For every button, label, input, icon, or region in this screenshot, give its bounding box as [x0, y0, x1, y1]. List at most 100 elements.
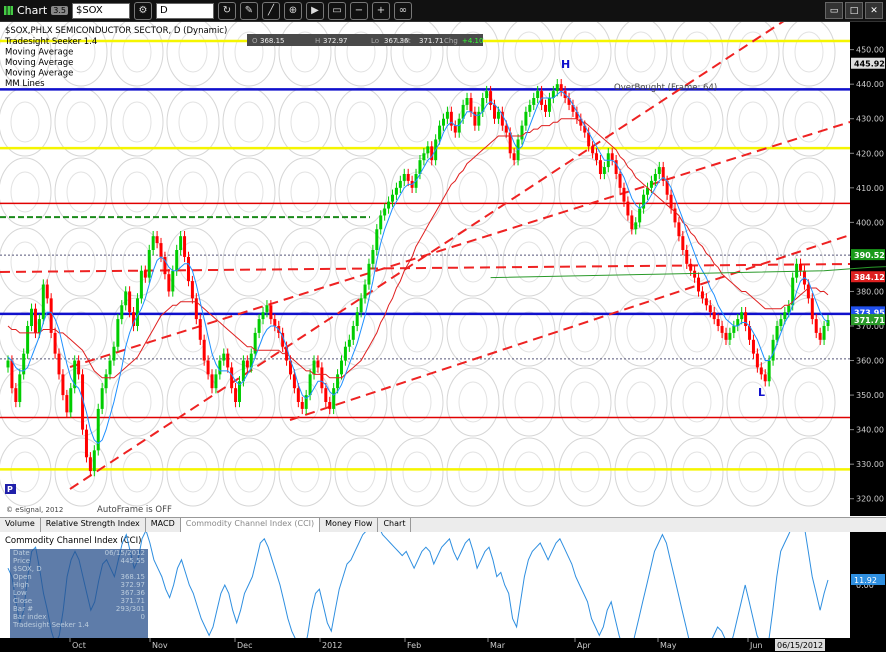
candle-body	[814, 319, 818, 333]
ohlc-value: 368.15	[260, 37, 285, 45]
pattern-ellipse	[390, 227, 444, 297]
low-label: L	[758, 386, 765, 399]
tab-money-flow[interactable]: Money Flow	[320, 518, 379, 532]
candle-body	[418, 160, 422, 174]
candle-body	[296, 388, 300, 402]
candle-body	[234, 388, 238, 402]
copyright-label: © eSignal, 2012	[6, 506, 63, 514]
price-tick-label: 320.00	[856, 495, 884, 504]
candle-body	[65, 395, 69, 413]
pattern-ellipse	[738, 451, 768, 493]
pattern-ellipse	[458, 381, 488, 423]
symbol-input[interactable]: $SOX	[71, 2, 130, 19]
candle-body	[390, 194, 394, 202]
price-tick-label: 370.00	[856, 322, 884, 331]
price-tag: 390.52	[851, 249, 885, 261]
zoom-out-icon[interactable]: −	[349, 1, 368, 20]
time-label: Jun	[749, 641, 763, 650]
play-icon[interactable]: ▶	[305, 1, 324, 20]
page-icon[interactable]: ▭	[327, 1, 346, 20]
maximize-button[interactable]: □	[845, 2, 863, 19]
candle-body	[602, 167, 606, 174]
candle-body	[614, 160, 618, 174]
pattern-ellipse	[738, 101, 768, 143]
pattern-ellipse	[794, 381, 824, 423]
price-tick-label: 430.00	[856, 115, 884, 124]
pattern-ellipse	[682, 101, 712, 143]
restore-button[interactable]: ▭	[825, 2, 843, 19]
price-tick-label: 360.00	[856, 357, 884, 366]
study-tabs: Volume Relative Strength Index MACD Comm…	[0, 517, 886, 533]
cci-value-tag	[851, 573, 885, 585]
info-row-symbol: $SOX, D	[13, 565, 42, 573]
candle-body	[18, 374, 22, 402]
pattern-ellipse	[626, 31, 656, 73]
channel-line	[0, 263, 851, 273]
candle-body	[339, 360, 343, 375]
window-title-text: Chart	[17, 4, 48, 17]
tab-volume[interactable]: Volume	[0, 518, 41, 532]
tab-macd[interactable]: MACD	[146, 518, 181, 532]
price-tag-label: 384.12	[854, 273, 885, 282]
candle-body	[430, 146, 434, 161]
pattern-ellipse	[222, 157, 276, 227]
candle-body	[826, 320, 830, 326]
toolbar: Chart 3.5 $SOX ⚙ D ↻ ✎ ╱ ⊕ ▶ ▭ − + ∞ ▭ □…	[0, 0, 886, 22]
cursor-icon[interactable]: ⊕	[283, 1, 302, 20]
draw-line-icon[interactable]: ╱	[261, 1, 280, 20]
interval-input[interactable]: D	[155, 2, 214, 19]
candle-body	[343, 346, 347, 361]
pattern-ellipse	[558, 437, 612, 507]
symbol-settings-icon[interactable]: ⚙	[133, 1, 152, 20]
candle-body	[493, 104, 497, 119]
candle-body	[363, 284, 367, 299]
pattern-ellipse	[166, 22, 220, 87]
candle-body	[649, 180, 653, 188]
candle-body	[104, 374, 108, 389]
refresh-icon[interactable]: ↻	[217, 1, 236, 20]
pattern-ellipse	[346, 171, 376, 213]
window-controls: ▭ □ ✕	[825, 2, 886, 19]
candle-body	[33, 308, 37, 333]
candle-body	[477, 111, 481, 126]
info-row-open: Open 368.15	[13, 573, 145, 581]
candle-body	[190, 281, 194, 299]
candle-body	[100, 388, 104, 409]
tab-chart[interactable]: Chart	[378, 518, 412, 532]
pattern-ellipse	[402, 451, 432, 493]
pattern-ellipse	[726, 22, 780, 87]
tab-rsi[interactable]: Relative Strength Index	[41, 518, 146, 532]
pattern-ellipse	[122, 241, 152, 283]
pattern-ellipse	[10, 381, 40, 423]
candle-body	[571, 104, 575, 112]
pattern-ellipse	[726, 157, 780, 227]
draw-pen-icon[interactable]: ✎	[239, 1, 258, 20]
link-icon[interactable]: ∞	[393, 1, 412, 20]
candle-body	[218, 360, 222, 375]
close-button[interactable]: ✕	[865, 2, 883, 19]
tab-cci[interactable]: Commodity Channel Index (CCI)	[180, 518, 321, 532]
candle-body	[379, 215, 383, 230]
candle-body	[14, 388, 18, 402]
pattern-ellipse	[670, 367, 724, 437]
candle-body	[359, 298, 363, 313]
pattern-ellipse	[402, 101, 432, 143]
pattern-ellipse	[166, 157, 220, 227]
price-chart[interactable]: 450.00 440.00 430.00 420.00 410.00 400.00 390.…	[0, 22, 886, 516]
candle-body	[544, 104, 548, 112]
price-tag-label: 371.71	[854, 316, 885, 325]
candle-body	[669, 194, 673, 209]
candle-body	[771, 339, 775, 361]
pattern-ellipse	[570, 381, 600, 423]
price-tick-label: 380.00	[856, 287, 884, 296]
candle-body	[442, 118, 446, 126]
pattern-ellipse	[110, 22, 164, 87]
candle-body	[489, 91, 493, 105]
pattern-ellipse	[390, 297, 444, 367]
zoom-in-icon[interactable]: +	[371, 1, 390, 20]
pattern-ellipse	[514, 241, 544, 283]
pattern-ellipse	[738, 381, 768, 423]
candle-body	[575, 111, 579, 119]
cci-tick-label: 0.00	[856, 581, 874, 590]
candle-body	[30, 308, 34, 326]
